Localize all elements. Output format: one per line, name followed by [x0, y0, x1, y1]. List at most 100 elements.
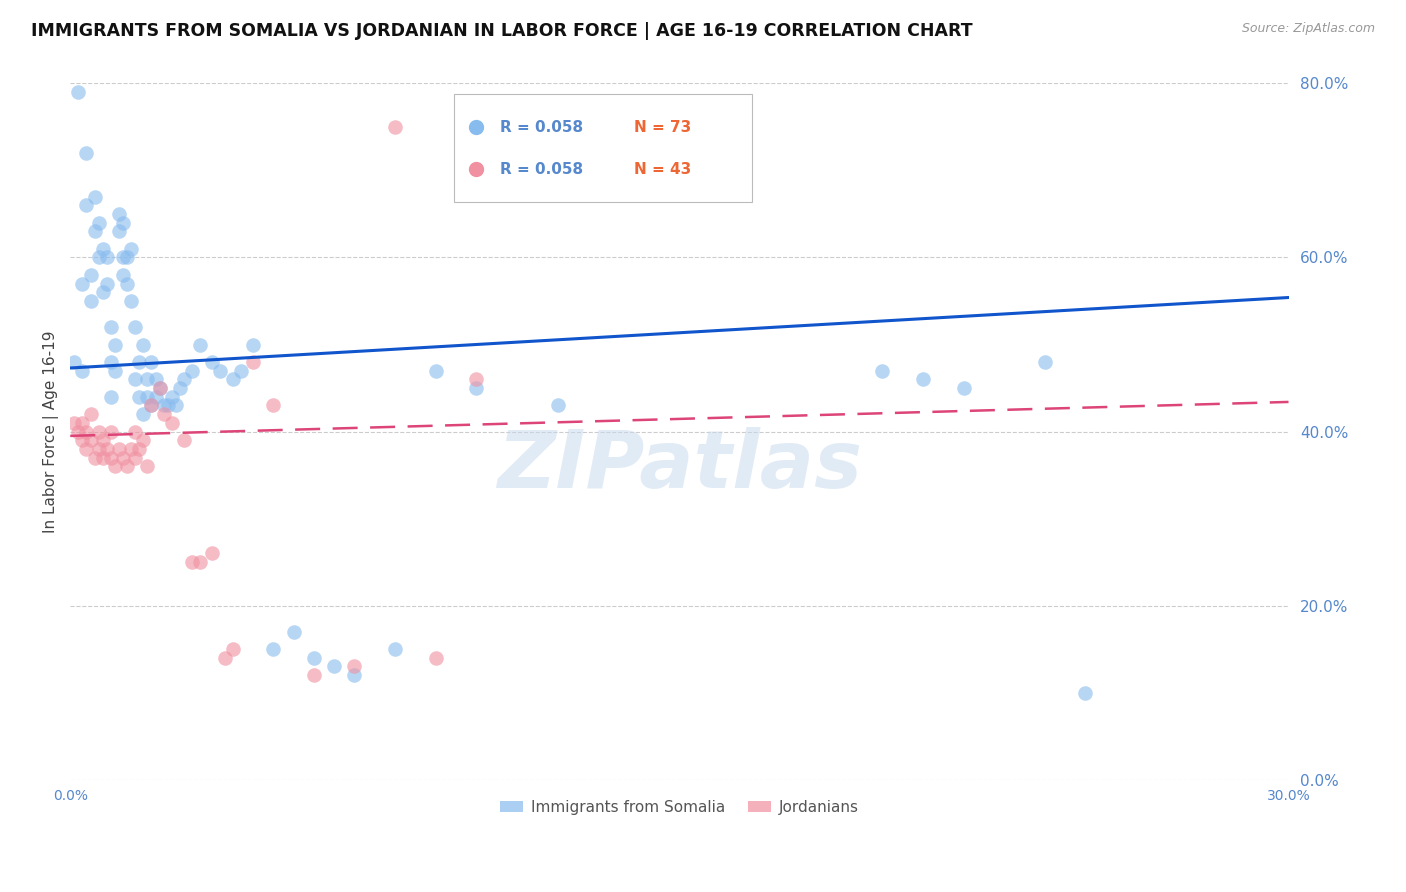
Point	[343, 668, 366, 682]
Point	[111, 450, 134, 465]
Point	[221, 642, 243, 657]
Point	[165, 399, 187, 413]
Point	[132, 434, 155, 448]
Point	[76, 425, 98, 439]
Point	[506, 146, 529, 161]
Point	[79, 434, 101, 448]
Point	[141, 399, 163, 413]
Point	[201, 546, 224, 560]
Point	[169, 381, 191, 395]
Point	[136, 390, 159, 404]
Point	[72, 416, 94, 430]
Point	[120, 242, 142, 256]
Point	[465, 381, 488, 395]
Point	[872, 363, 894, 377]
Point	[188, 555, 211, 569]
Point	[67, 85, 90, 99]
Point	[181, 555, 204, 569]
Point	[91, 434, 114, 448]
Point	[108, 224, 131, 238]
Point	[156, 399, 179, 413]
Point	[120, 293, 142, 308]
Point	[72, 277, 94, 291]
Point	[214, 650, 236, 665]
Point	[83, 450, 105, 465]
Point	[108, 442, 131, 456]
Point	[87, 216, 110, 230]
Point	[100, 320, 122, 334]
Point	[323, 659, 346, 673]
Point	[79, 407, 101, 421]
Text: Source: ZipAtlas.com: Source: ZipAtlas.com	[1241, 22, 1375, 36]
Point	[76, 198, 98, 212]
Point	[425, 363, 447, 377]
Point	[547, 399, 569, 413]
Point	[128, 390, 150, 404]
Point	[111, 268, 134, 282]
Text: R = 0.058: R = 0.058	[501, 120, 583, 135]
Text: N = 73: N = 73	[634, 120, 692, 135]
Point	[141, 355, 163, 369]
FancyBboxPatch shape	[454, 94, 752, 202]
Point	[100, 355, 122, 369]
Point	[83, 224, 105, 238]
Point	[136, 372, 159, 386]
Point	[302, 650, 325, 665]
Point	[145, 372, 167, 386]
Legend: Immigrants from Somalia, Jordanians: Immigrants from Somalia, Jordanians	[491, 791, 868, 824]
Point	[83, 189, 105, 203]
Point	[145, 390, 167, 404]
Point	[201, 355, 224, 369]
Point	[384, 642, 406, 657]
Point	[1074, 685, 1097, 699]
Text: R = 0.058: R = 0.058	[501, 161, 583, 177]
Point	[63, 355, 86, 369]
Point	[108, 207, 131, 221]
Point	[128, 355, 150, 369]
Point	[104, 459, 127, 474]
Point	[152, 399, 174, 413]
Text: IMMIGRANTS FROM SOMALIA VS JORDANIAN IN LABOR FORCE | AGE 16-19 CORRELATION CHAR: IMMIGRANTS FROM SOMALIA VS JORDANIAN IN …	[31, 22, 973, 40]
Point	[124, 372, 146, 386]
Text: N = 43: N = 43	[634, 161, 692, 177]
Point	[100, 390, 122, 404]
Point	[262, 399, 284, 413]
Point	[152, 407, 174, 421]
Text: ZIPatlas: ZIPatlas	[496, 427, 862, 506]
Point	[242, 355, 264, 369]
Point	[76, 146, 98, 161]
Point	[181, 363, 204, 377]
Point	[96, 251, 118, 265]
Point	[148, 381, 170, 395]
Point	[100, 425, 122, 439]
Point	[115, 459, 138, 474]
Point	[79, 293, 101, 308]
Point	[465, 372, 488, 386]
Point	[221, 372, 243, 386]
Point	[1033, 355, 1056, 369]
Point	[160, 416, 183, 430]
Point	[132, 337, 155, 351]
Point	[911, 372, 934, 386]
Point	[526, 137, 548, 152]
Point	[384, 120, 406, 134]
Point	[188, 337, 211, 351]
Point	[96, 442, 118, 456]
Point	[283, 624, 305, 639]
Point	[72, 363, 94, 377]
Point	[262, 642, 284, 657]
Point	[87, 425, 110, 439]
Point	[100, 450, 122, 465]
Point	[343, 659, 366, 673]
Point	[111, 251, 134, 265]
Point	[242, 337, 264, 351]
Y-axis label: In Labor Force | Age 16-19: In Labor Force | Age 16-19	[44, 330, 59, 533]
Point	[148, 381, 170, 395]
Point	[63, 416, 86, 430]
Point	[132, 407, 155, 421]
Point	[136, 459, 159, 474]
Point	[115, 251, 138, 265]
Point	[115, 277, 138, 291]
Point	[76, 442, 98, 456]
Point	[160, 390, 183, 404]
